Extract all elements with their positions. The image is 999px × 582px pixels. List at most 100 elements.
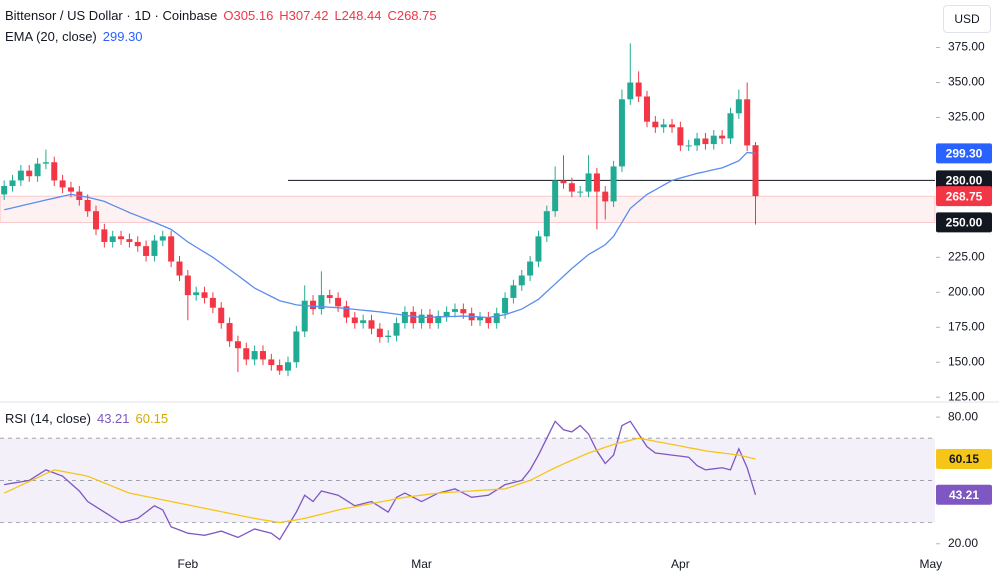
candle-body: [159, 236, 166, 241]
candle-body: [510, 285, 517, 298]
candle-body: [694, 138, 701, 146]
rsi-badge: 60.15: [949, 452, 979, 466]
ema-name: EMA (20, close): [5, 29, 97, 44]
open-label: O305.16: [223, 8, 274, 23]
candle-body: [443, 311, 450, 317]
candle-body: [376, 328, 383, 338]
candle-body: [719, 135, 726, 139]
candle-body: [543, 211, 550, 237]
candle-body: [618, 99, 625, 167]
candle-body: [393, 323, 400, 336]
candle-body: [560, 180, 567, 184]
rsi-legend: RSI (14, close) 43.21 60.15: [5, 411, 168, 426]
candle-body: [151, 240, 158, 256]
candle-body: [593, 173, 600, 192]
rsi-ma-line: [3, 437, 756, 524]
candle-body: [176, 261, 183, 276]
y-tick-label: 350.00: [948, 75, 985, 89]
ema-legend: EMA (20, close) 299.30: [5, 29, 143, 44]
candle-body: [735, 99, 742, 114]
candle-body: [368, 320, 375, 329]
candle-body: [59, 180, 66, 188]
ema-value: 299.30: [102, 29, 143, 44]
candle-body: [602, 191, 609, 202]
candle-body: [184, 275, 191, 296]
candle-body: [118, 236, 125, 240]
candle-body: [552, 180, 559, 212]
low-label: L248.44: [334, 8, 382, 23]
candle-body: [385, 335, 392, 338]
candle-body: [310, 300, 317, 310]
candle-body: [126, 239, 133, 242]
rsi-value: 43.21: [96, 411, 130, 426]
candle-body: [577, 191, 584, 193]
candle-body: [234, 341, 241, 349]
currency-button[interactable]: USD: [943, 5, 991, 33]
candles: [1, 43, 759, 377]
x-tick-label: Feb: [177, 557, 198, 571]
candle-body: [301, 300, 308, 332]
candle-body: [218, 307, 225, 324]
candle-body: [143, 246, 150, 256]
candle-body: [84, 200, 91, 212]
last-price-badge-bg: [936, 186, 992, 207]
candle-body: [193, 292, 200, 296]
rsi-badge-bg: [936, 448, 992, 469]
candle-body: [652, 121, 659, 128]
candle-body: [101, 229, 108, 242]
candle-body: [493, 313, 500, 324]
rsi-title: RSI (14, close): [5, 411, 91, 426]
candle-body: [293, 331, 300, 363]
price-line-badge-bg: [936, 212, 992, 233]
candle-body: [351, 317, 358, 324]
candle-body: [34, 163, 41, 177]
candle-body: [335, 297, 342, 307]
candle-body: [568, 183, 575, 192]
candle-body: [92, 211, 100, 230]
candle-body: [209, 297, 216, 308]
candle-body: [360, 320, 367, 324]
candle-body: [1, 186, 8, 195]
y-tick-label: 150.00: [948, 354, 985, 368]
rsi-badge: 43.21: [949, 488, 979, 502]
candle-body: [502, 297, 509, 314]
candle-body: [17, 170, 24, 181]
candle-body: [535, 236, 542, 262]
price-line-badge: 250.00: [946, 216, 983, 230]
y-tick-label: 200.00: [948, 284, 985, 298]
rsi-ma-value: 60.15: [135, 411, 169, 426]
candle-body: [418, 314, 425, 324]
candle-body: [326, 295, 333, 298]
close-label: C268.75: [387, 8, 437, 23]
candle-body: [460, 309, 467, 314]
y-tick-label: 325.00: [948, 110, 985, 124]
candle-body: [51, 162, 58, 181]
price-line-badge-bg: [936, 170, 992, 191]
candle-body: [251, 351, 258, 360]
price-legend: Bittensor / US Dollar · 1D · Coinbase O3…: [5, 8, 437, 23]
candle-body: [67, 187, 74, 192]
candle-body: [276, 365, 283, 371]
candle-body: [168, 236, 175, 262]
x-tick-label: May: [919, 557, 942, 571]
chart-title: Bittensor / US Dollar · 1D · Coinbase: [5, 8, 218, 23]
candle-body: [26, 170, 33, 177]
candle-body: [134, 241, 141, 247]
candle-body: [201, 292, 208, 298]
candle-body: [610, 166, 617, 202]
candle-body: [42, 162, 49, 164]
rsi-line: [4, 420, 757, 541]
candle-body: [669, 124, 676, 128]
candle-body: [635, 82, 642, 97]
candle-body: [435, 316, 442, 324]
candle-body: [285, 362, 292, 371]
candle-body: [660, 124, 667, 128]
candle-body: [410, 311, 417, 324]
y-tick-label: 175.00: [948, 319, 985, 333]
candle-body: [677, 127, 684, 146]
candle-body: [109, 236, 116, 242]
candle-body: [318, 295, 325, 310]
y-tick-label: 375.00: [948, 40, 985, 54]
rsi-badge-bg: [936, 484, 992, 505]
